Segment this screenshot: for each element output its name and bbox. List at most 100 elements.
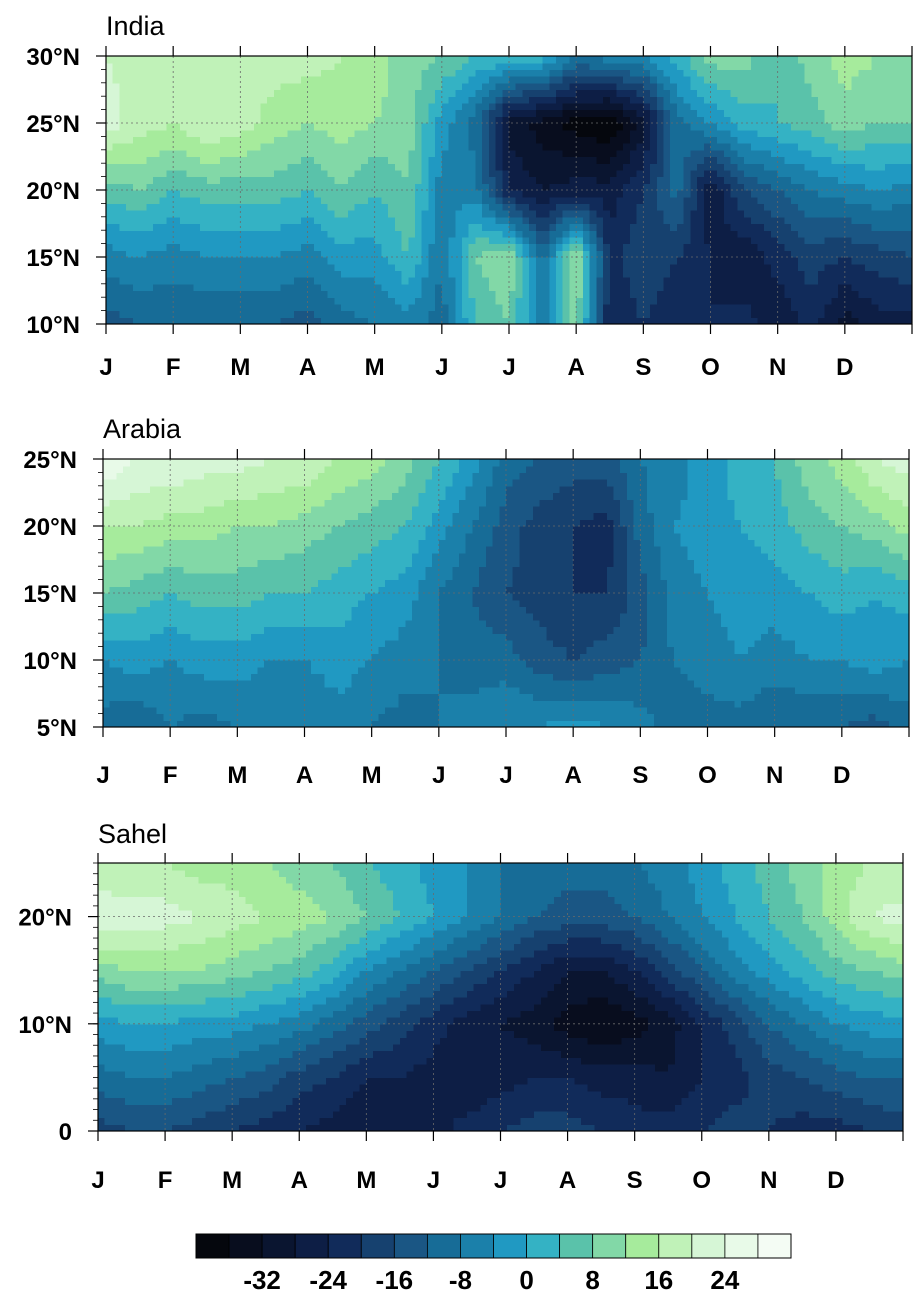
field-cell bbox=[133, 284, 140, 291]
field-cell bbox=[784, 150, 791, 157]
field-cell bbox=[784, 277, 791, 284]
field-cell bbox=[576, 123, 583, 130]
field-cell bbox=[140, 237, 147, 244]
field-cell bbox=[103, 680, 110, 687]
field-cell bbox=[193, 217, 200, 224]
field-cell bbox=[435, 157, 442, 164]
field-cell bbox=[831, 157, 838, 164]
field-cell bbox=[361, 230, 368, 237]
field-cell bbox=[616, 76, 623, 83]
field-cell bbox=[630, 183, 637, 190]
field-cell bbox=[556, 63, 563, 70]
field-cell bbox=[381, 96, 388, 103]
field-cell bbox=[798, 130, 805, 137]
field-cell bbox=[778, 177, 785, 184]
field-cell bbox=[509, 311, 516, 318]
field-cell bbox=[509, 116, 516, 123]
field-cell bbox=[274, 183, 281, 190]
field-cell bbox=[549, 250, 556, 257]
field-cell bbox=[697, 143, 704, 150]
field-cell bbox=[623, 69, 630, 76]
field-cell bbox=[596, 284, 603, 291]
field-cell bbox=[737, 136, 744, 143]
field-cell bbox=[751, 210, 758, 217]
field-cell bbox=[543, 56, 550, 63]
field-cell bbox=[758, 277, 765, 284]
field-cell bbox=[737, 304, 744, 311]
field-cell bbox=[267, 291, 274, 298]
field-cell bbox=[321, 157, 328, 164]
field-cell bbox=[865, 90, 872, 97]
field-cell bbox=[267, 244, 274, 251]
field-cell bbox=[657, 244, 664, 251]
field-cell bbox=[361, 224, 368, 231]
field-cell bbox=[603, 90, 610, 97]
field-cell bbox=[260, 270, 267, 277]
field-cell bbox=[402, 311, 409, 318]
field-cell bbox=[381, 217, 388, 224]
field-cell bbox=[549, 123, 556, 130]
field-cell bbox=[637, 103, 644, 110]
field-cell bbox=[892, 170, 899, 177]
field-cell bbox=[899, 237, 906, 244]
field-cell bbox=[415, 143, 422, 150]
field-cell bbox=[650, 76, 657, 83]
field-cell bbox=[220, 76, 227, 83]
field-cell bbox=[616, 136, 623, 143]
field-cell bbox=[590, 284, 597, 291]
field-cell bbox=[126, 311, 133, 318]
field-cell bbox=[744, 136, 751, 143]
field-cell bbox=[892, 291, 899, 298]
field-cell bbox=[590, 270, 597, 277]
field-cell bbox=[885, 110, 892, 117]
field-cell bbox=[697, 56, 704, 63]
field-cell bbox=[408, 177, 415, 184]
field-cell bbox=[428, 143, 435, 150]
field-cell bbox=[267, 170, 274, 177]
field-cell bbox=[388, 203, 395, 210]
field-cell bbox=[811, 183, 818, 190]
field-cell bbox=[838, 150, 845, 157]
field-cell bbox=[872, 130, 879, 137]
field-cell bbox=[126, 291, 133, 298]
field-cell bbox=[583, 257, 590, 264]
field-cell bbox=[522, 277, 529, 284]
field-cell bbox=[704, 257, 711, 264]
field-cell bbox=[670, 190, 677, 197]
field-cell bbox=[375, 250, 382, 257]
field-cell bbox=[281, 250, 288, 257]
field-cell bbox=[402, 291, 409, 298]
field-cell bbox=[522, 203, 529, 210]
field-cell bbox=[744, 83, 751, 90]
field-cell bbox=[187, 90, 194, 97]
field-cell bbox=[328, 244, 335, 251]
field-cell bbox=[838, 217, 845, 224]
field-cell bbox=[475, 56, 482, 63]
field-cell bbox=[811, 203, 818, 210]
field-cell bbox=[119, 163, 126, 170]
field-cell bbox=[690, 110, 697, 117]
field-cell bbox=[878, 69, 885, 76]
field-cell bbox=[341, 123, 348, 130]
field-cell bbox=[428, 237, 435, 244]
field-cell bbox=[267, 257, 274, 264]
field-cell bbox=[583, 237, 590, 244]
field-cell bbox=[153, 250, 160, 257]
field-cell bbox=[234, 56, 241, 63]
field-cell bbox=[711, 130, 718, 137]
field-cell bbox=[663, 190, 670, 197]
field-cell bbox=[166, 90, 173, 97]
field-cell bbox=[475, 83, 482, 90]
field-cell bbox=[260, 116, 267, 123]
field-cell bbox=[818, 136, 825, 143]
field-cell bbox=[247, 190, 254, 197]
field-cell bbox=[489, 237, 496, 244]
field-cell bbox=[462, 130, 469, 137]
field-cell bbox=[260, 264, 267, 271]
field-cell bbox=[650, 103, 657, 110]
field-cell bbox=[173, 130, 180, 137]
field-cell bbox=[724, 244, 731, 251]
field-cell bbox=[334, 270, 341, 277]
field-cell bbox=[442, 197, 449, 204]
field-cell bbox=[825, 284, 832, 291]
